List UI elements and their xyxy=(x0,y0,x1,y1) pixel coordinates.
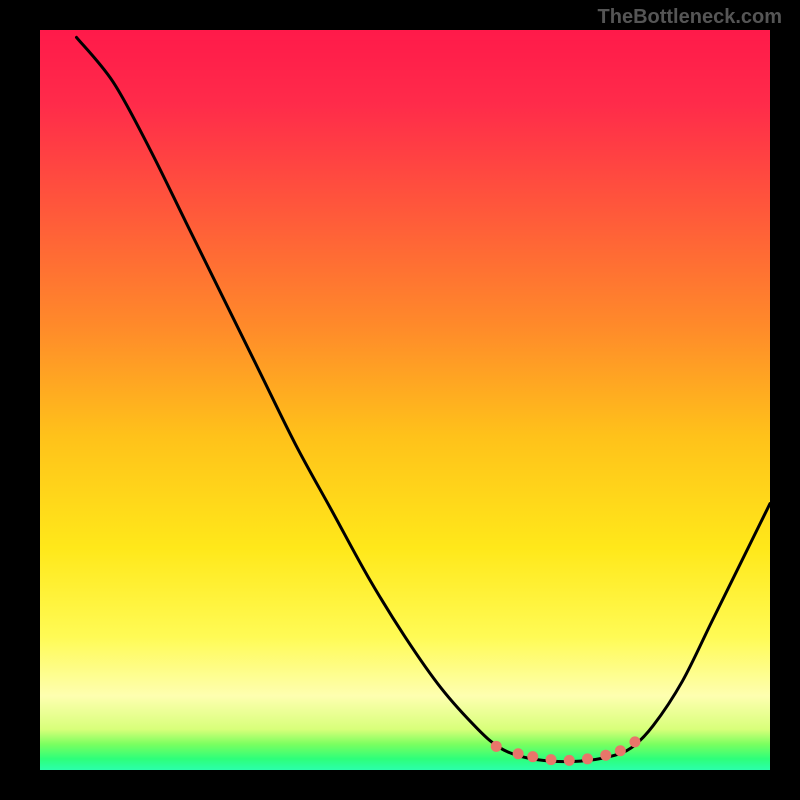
chart-svg xyxy=(40,30,770,770)
marker-point xyxy=(601,750,611,760)
marker-point xyxy=(583,754,593,764)
marker-point xyxy=(615,746,625,756)
marker-point xyxy=(513,749,523,759)
marker-point xyxy=(491,741,501,751)
marker-point xyxy=(630,737,640,747)
marker-point xyxy=(528,752,538,762)
chart-container: TheBottleneck.com xyxy=(0,0,800,800)
plot-area xyxy=(40,30,770,770)
marker-point xyxy=(564,755,574,765)
watermark: TheBottleneck.com xyxy=(598,6,782,29)
gradient-background xyxy=(40,30,770,770)
marker-point xyxy=(546,755,556,765)
